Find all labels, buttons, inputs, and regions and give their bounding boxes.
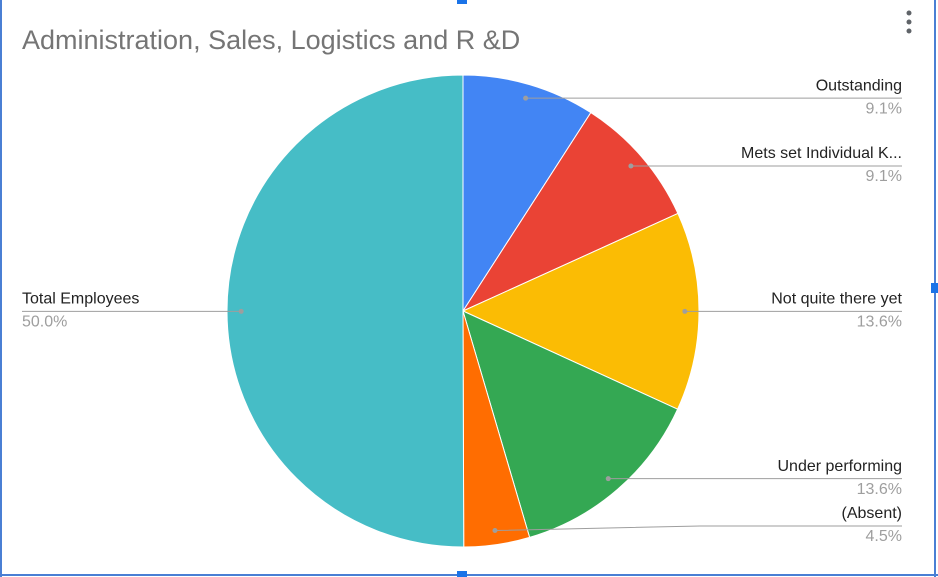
slice-label: Total Employees xyxy=(22,291,139,308)
resize-handle[interactable] xyxy=(457,0,467,4)
slice-value-label: 13.6% xyxy=(857,314,902,331)
slice-value-label: 4.5% xyxy=(866,528,902,545)
slice-value-label: 13.6% xyxy=(857,481,902,498)
pie-slice xyxy=(462,310,679,539)
leader-line xyxy=(494,525,902,532)
resize-handle[interactable] xyxy=(457,571,467,577)
slice-value-label: 9.1% xyxy=(866,168,902,185)
slice-value-label: 9.1% xyxy=(866,100,902,117)
menu-button[interactable] xyxy=(906,10,912,34)
slice-value-label: 50.0% xyxy=(22,314,67,331)
pie-slice xyxy=(462,74,592,313)
slice-label: Under performing xyxy=(778,458,903,475)
resize-handle[interactable] xyxy=(931,283,938,293)
slice-label: (Absent) xyxy=(842,505,902,522)
pie-slice xyxy=(461,111,679,313)
slice-label: Not quite there yet xyxy=(771,291,902,308)
slice-label: Outstanding xyxy=(816,77,902,94)
slice-label: Mets set Individual K... xyxy=(741,145,902,162)
chart-title: Administration, Sales, Logistics and R &… xyxy=(22,25,520,55)
